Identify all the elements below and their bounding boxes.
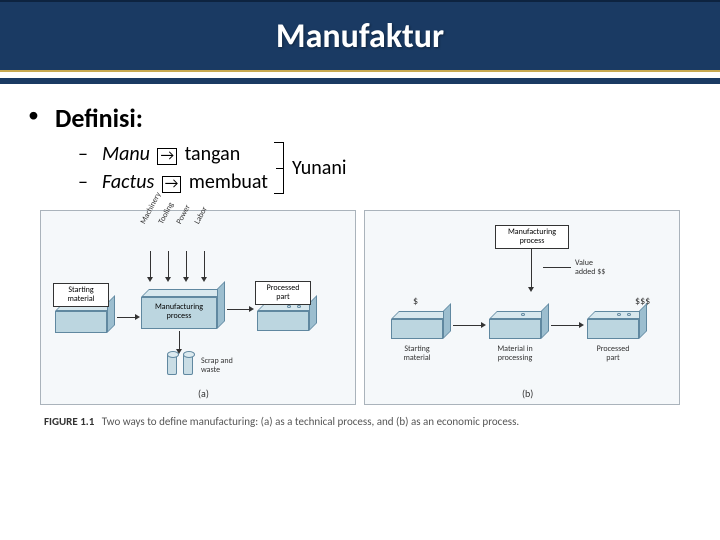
arrow-head-icon xyxy=(201,277,207,282)
arrow-head-icon xyxy=(147,277,153,282)
box-start-material xyxy=(55,303,107,333)
content-area: • Definisi: – Manu → tangan – Factus → m… xyxy=(0,72,720,428)
label-processed: Processedpart xyxy=(255,281,311,305)
word-factus: Factus xyxy=(102,170,154,194)
word-manu: Manu xyxy=(102,142,150,166)
value-pointer xyxy=(543,267,571,268)
accent-line xyxy=(0,78,720,84)
bracket-label: Yunani xyxy=(292,156,347,180)
etymology-block: – Manu → tangan – Factus → membuat Yunan… xyxy=(78,142,692,194)
caption-text: Two ways to define manufacturing: (a) as… xyxy=(102,415,519,428)
arrow xyxy=(186,251,187,279)
input-labor: Labor xyxy=(193,205,209,225)
meaning-membuat: membuat xyxy=(189,170,268,194)
arrow xyxy=(204,251,205,279)
arrow xyxy=(227,309,251,310)
sub-text-factus: Factus → membuat xyxy=(102,170,268,194)
figure-caption: FIGURE 1.1 Two ways to define manufactur… xyxy=(40,415,680,428)
box-mid-b xyxy=(489,311,541,339)
arrow xyxy=(531,249,532,289)
arrow xyxy=(551,325,581,326)
panel-letter-a: (a) xyxy=(198,387,209,400)
label-process-b: Manufacturingprocess xyxy=(495,225,569,249)
arrow-head-icon xyxy=(165,277,171,282)
box-processed xyxy=(257,303,309,331)
bullet-marker: • xyxy=(28,102,39,128)
title-bar: Manufaktur xyxy=(0,0,720,72)
arrow-icon: → xyxy=(157,148,177,165)
sub-text-manu: Manu → tangan xyxy=(102,142,240,166)
sub-item-manu: – Manu → tangan xyxy=(78,142,268,166)
sub-item-factus: – Factus → membuat xyxy=(78,170,268,194)
arrow-head-icon xyxy=(579,322,584,328)
meaning-tangan: tangan xyxy=(185,142,241,166)
arrow-head-icon xyxy=(183,277,189,282)
dash-marker: – xyxy=(78,142,88,166)
arrow-head-icon xyxy=(135,314,140,320)
caption-bold: FIGURE 1.1 xyxy=(44,415,94,428)
slide-title: Manufaktur xyxy=(276,16,444,57)
dash-marker: – xyxy=(78,170,88,194)
arrow-head-icon xyxy=(249,306,254,312)
bracket-icon xyxy=(274,142,284,194)
label-start: Startingmaterial xyxy=(53,283,109,307)
input-power: Power xyxy=(175,203,192,225)
label-scrap: Scrap andwaste xyxy=(201,357,251,375)
bullet-row: • Definisi: xyxy=(28,102,692,134)
cyl-scrap xyxy=(183,353,193,375)
panel-letter-b: (b) xyxy=(522,387,533,400)
arrow xyxy=(117,317,137,318)
label-value: Valueadded $$ xyxy=(575,259,635,277)
panel-b: Manufacturingprocess Valueadded $$ $ $$$… xyxy=(364,210,680,405)
arrow xyxy=(453,325,483,326)
box-out-b xyxy=(587,311,639,339)
arrow-icon: → xyxy=(162,176,182,193)
sub-items: – Manu → tangan – Factus → membuat xyxy=(78,142,268,194)
figure: Machinery Tooling Power Labor Startingma… xyxy=(40,210,680,428)
arrow-head-icon xyxy=(528,287,534,292)
arrow xyxy=(150,251,151,279)
arrow xyxy=(179,331,180,351)
arrow xyxy=(168,251,169,279)
label-out-b: Processedpart xyxy=(585,345,641,363)
figure-panels: Machinery Tooling Power Labor Startingma… xyxy=(40,210,680,405)
input-tooling: Tooling xyxy=(157,201,176,226)
label-process: Manufacturingprocess xyxy=(145,301,213,323)
money-left: $ xyxy=(413,295,418,306)
arrow-head-icon xyxy=(481,322,486,328)
money-right: $$$ xyxy=(635,295,650,306)
label-start-b: Startingmaterial xyxy=(389,345,445,363)
cyl-scrap xyxy=(167,353,177,375)
box-start-b xyxy=(391,311,443,339)
panel-a: Machinery Tooling Power Labor Startingma… xyxy=(40,210,356,405)
bullet-text: Definisi: xyxy=(55,102,143,134)
label-mid-b: Material inprocessing xyxy=(485,345,545,363)
